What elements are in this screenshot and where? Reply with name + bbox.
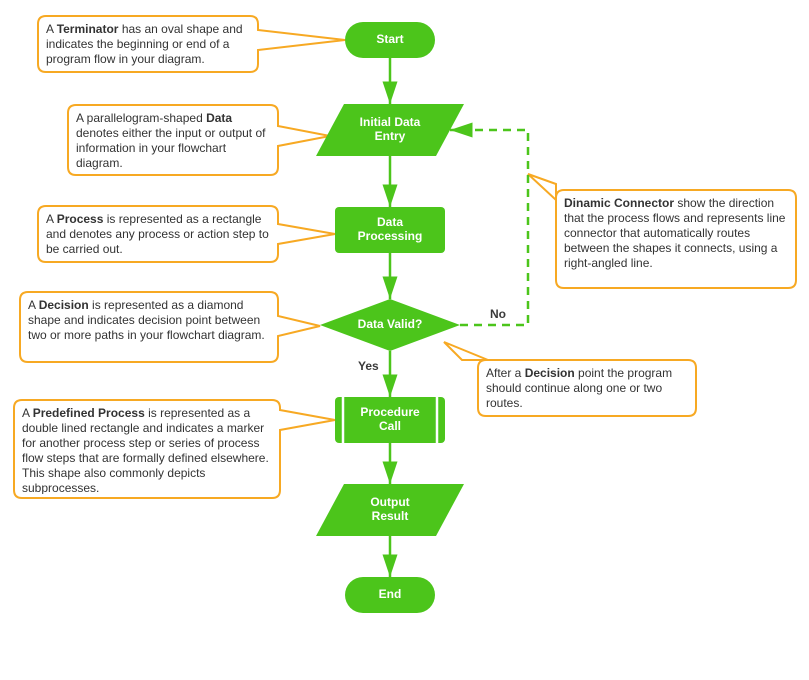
node-label: Data Valid? xyxy=(358,317,423,331)
node-label: Processing xyxy=(358,229,423,243)
callout-c_decision: A Decision is represented as a diamond s… xyxy=(20,292,320,362)
node-procedure: ProcedureCall xyxy=(335,397,445,443)
edge-label-yes: Yes xyxy=(358,359,379,373)
node-decision: Data Valid? xyxy=(320,299,460,351)
node-processing: DataProcessing xyxy=(335,207,445,253)
callout-c_terminator: A Terminator has an oval shape and indic… xyxy=(38,16,345,72)
callout-c_process: A Process is represented as a rectangle … xyxy=(38,206,335,262)
callout-c_connector: Dinamic Connector show the direction tha… xyxy=(528,174,796,288)
node-label: Entry xyxy=(375,129,406,143)
callout-c_predefined: A Predefined Process is represented as a… xyxy=(14,400,335,498)
node-label: Start xyxy=(376,32,403,46)
callout-text: A Process is represented as a rectangle … xyxy=(46,212,270,257)
callout-text: A Predefined Process is represented as a… xyxy=(22,406,272,494)
callout-c_data: A parallelogram-shaped Data denotes eith… xyxy=(68,105,330,175)
callout-text: A parallelogram-shaped Data denotes eith… xyxy=(76,111,270,171)
callout-text: A Terminator has an oval shape and indic… xyxy=(46,22,250,67)
node-label: Result xyxy=(372,509,409,523)
node-label: Procedure xyxy=(360,405,420,419)
node-label: Call xyxy=(379,419,401,433)
node-data_entry: Initial DataEntry xyxy=(316,104,464,156)
edge-label-no: No xyxy=(490,307,506,321)
node-output: OutputResult xyxy=(316,484,464,536)
callout-text: Dinamic Connector show the direction tha… xyxy=(564,196,788,271)
node-start: Start xyxy=(345,22,435,58)
node-label: Initial Data xyxy=(360,115,421,129)
node-label: End xyxy=(379,587,402,601)
edge-decision-data_entry xyxy=(450,130,528,325)
callout-text: A Decision is represented as a diamond s… xyxy=(28,298,270,343)
callout-text: After a Decision point the program shoul… xyxy=(486,366,688,411)
node-label: Output xyxy=(370,495,409,509)
node-label: Data xyxy=(377,215,403,229)
node-end: End xyxy=(345,577,435,613)
callout-c_after_decision: After a Decision point the program shoul… xyxy=(444,342,696,416)
